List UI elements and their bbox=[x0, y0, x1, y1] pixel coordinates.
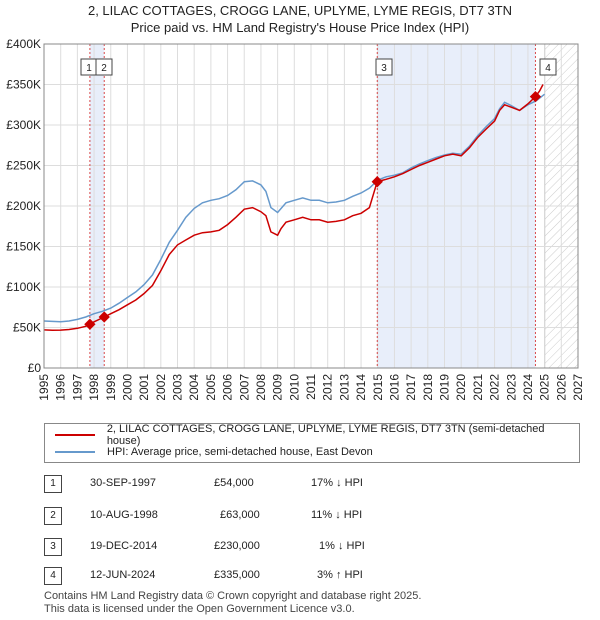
plot-frame bbox=[43, 43, 579, 369]
chart-legend: 2, LILAC COTTAGES, CROGG LANE, UPLYME, L… bbox=[44, 423, 580, 463]
legend-property-swatch bbox=[55, 434, 95, 436]
transaction-number-badge: 4 bbox=[44, 567, 62, 585]
transaction-hpi-diff: 1% ↓ HPI bbox=[319, 540, 365, 552]
x-tick-label: 2024 bbox=[521, 374, 535, 400]
y-tick-label: £100K bbox=[6, 280, 41, 294]
transaction-date: 12-JUN-2024 bbox=[90, 569, 156, 581]
transaction-row: 3 19-DEC-2014 £230,000 1% ↓ HPI bbox=[44, 538, 584, 558]
x-tick-label: 2015 bbox=[371, 374, 385, 400]
x-tick-label: 2021 bbox=[471, 374, 485, 400]
sale-number-box bbox=[375, 58, 393, 76]
sale-number-box bbox=[95, 58, 113, 76]
transaction-row: 2 10-AUG-1998 £63,000 11% ↓ HPI bbox=[44, 507, 584, 527]
x-tick-label: 2001 bbox=[137, 374, 151, 400]
property-price-line bbox=[43, 84, 544, 332]
transaction-number-badge: 3 bbox=[44, 538, 62, 556]
x-tick-label: 2027 bbox=[571, 374, 585, 400]
transaction-row: 4 12-JUN-2024 £335,000 3% ↑ HPI bbox=[44, 567, 584, 587]
legend-hpi-swatch bbox=[55, 451, 95, 453]
sale-number-label: 3 bbox=[381, 63, 387, 74]
legend-entry-property: 2, LILAC COTTAGES, CROGG LANE, UPLYME, L… bbox=[55, 423, 579, 447]
footer-copyright: Contains HM Land Registry data © Crown c… bbox=[44, 590, 422, 602]
y-tick-label: £200K bbox=[6, 199, 41, 213]
legend-entry-hpi: HPI: Average price, semi-detached house,… bbox=[55, 444, 373, 460]
sale-number-label: 4 bbox=[545, 63, 551, 74]
transaction-date: 19-DEC-2014 bbox=[90, 540, 158, 552]
price-chart: 1 2 3 4 £0 £50K £100K £150K £200K £250K £300K £350K… bbox=[6, 37, 585, 400]
x-tick-label: 1995 bbox=[37, 374, 51, 400]
chart-title-line2: Price paid vs. HM Land Registry's House … bbox=[130, 20, 470, 35]
x-tick-label: 2017 bbox=[404, 374, 418, 400]
transaction-number-badge: 1 bbox=[44, 475, 62, 493]
x-tick-label: 2011 bbox=[304, 374, 318, 400]
y-tick-label: £250K bbox=[6, 159, 41, 173]
x-tick-label: 2002 bbox=[154, 374, 168, 400]
x-tick-label: 2012 bbox=[321, 374, 335, 400]
transaction-price: £63,000 bbox=[220, 509, 260, 521]
sale-marker bbox=[371, 176, 383, 188]
transaction-number-badge: 2 bbox=[44, 507, 62, 525]
x-tick-label: 2006 bbox=[221, 374, 235, 400]
transaction-price: £230,000 bbox=[214, 540, 260, 552]
x-tick-label: 1998 bbox=[87, 374, 101, 400]
x-tick-label: 2018 bbox=[421, 374, 435, 400]
x-tick-label: 2014 bbox=[354, 374, 368, 400]
transaction-hpi-diff: 17% ↓ HPI bbox=[311, 477, 363, 489]
x-tick-label: 1997 bbox=[70, 374, 84, 400]
transaction-date: 10-AUG-1998 bbox=[90, 509, 158, 521]
x-tick-label: 2010 bbox=[287, 374, 301, 400]
transaction-date: 30-SEP-1997 bbox=[90, 477, 157, 489]
y-tick-label: £0 bbox=[28, 361, 42, 375]
x-tick-label: 2025 bbox=[538, 374, 552, 400]
sale-number-box bbox=[539, 58, 557, 76]
y-tick-label: £300K bbox=[6, 118, 41, 132]
x-tick-label: 2016 bbox=[387, 374, 401, 400]
x-tick-label: 2019 bbox=[438, 374, 452, 400]
hpi-line bbox=[43, 93, 546, 323]
x-tick-label: 2009 bbox=[271, 374, 285, 400]
x-tick-label: 2013 bbox=[337, 374, 351, 400]
x-tick-label: 2023 bbox=[504, 374, 518, 400]
x-tick-label: 2020 bbox=[454, 374, 468, 400]
x-tick-label: 2000 bbox=[120, 374, 134, 400]
x-tick-label: 2005 bbox=[204, 374, 218, 400]
y-tick-label: £50K bbox=[13, 321, 41, 335]
x-tick-label: 1996 bbox=[54, 374, 68, 400]
y-tick-label: £400K bbox=[6, 37, 41, 51]
legend-property-label: 2, LILAC COTTAGES, CROGG LANE, UPLYME, L… bbox=[106, 423, 545, 447]
x-tick-label: 2007 bbox=[237, 374, 251, 400]
transaction-price: £335,000 bbox=[214, 569, 260, 581]
transaction-hpi-diff: 3% ↑ HPI bbox=[317, 569, 363, 581]
x-tick-label: 2008 bbox=[254, 374, 268, 400]
x-tick-label: 2022 bbox=[488, 374, 502, 400]
sale-number-label: 1 bbox=[86, 63, 92, 74]
sale-number-label: 2 bbox=[101, 63, 107, 74]
transaction-hpi-diff: 11% ↓ HPI bbox=[311, 509, 363, 521]
transaction-row: 1 30-SEP-1997 £54,000 17% ↓ HPI bbox=[44, 475, 584, 495]
x-tick-label: 2003 bbox=[171, 374, 185, 400]
x-tick-label: 1999 bbox=[104, 374, 118, 400]
x-tick-label: 2004 bbox=[187, 374, 201, 400]
chart-title-line1: 2, LILAC COTTAGES, CROGG LANE, UPLYME, L… bbox=[87, 3, 513, 18]
transaction-price: £54,000 bbox=[214, 477, 254, 489]
y-tick-label: £350K bbox=[6, 78, 41, 92]
y-tick-label: £150K bbox=[6, 240, 41, 254]
x-tick-label: 2026 bbox=[554, 374, 568, 400]
legend-hpi-label: HPI: Average price, semi-detached house,… bbox=[107, 446, 373, 458]
footer-licence: This data is licensed under the Open Gov… bbox=[44, 603, 355, 615]
